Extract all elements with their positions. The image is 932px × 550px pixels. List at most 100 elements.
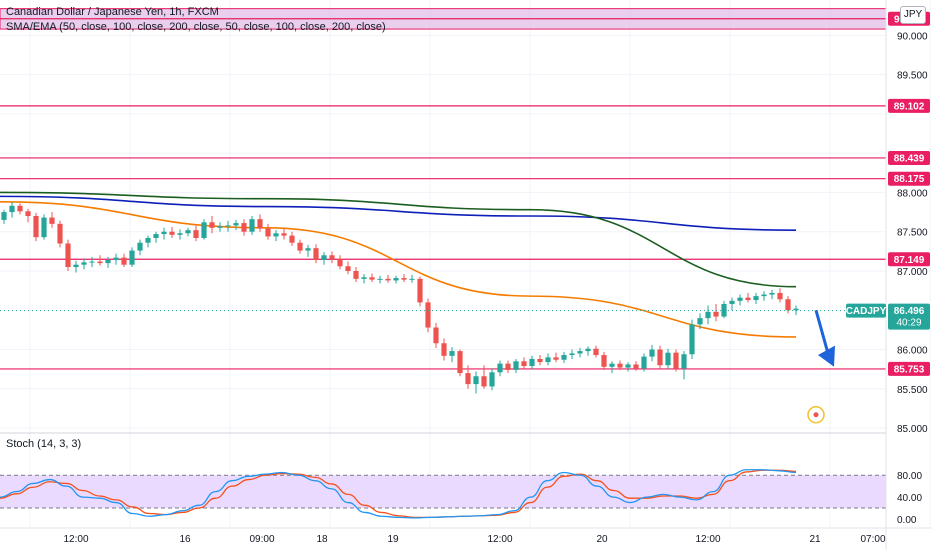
candle-body [121,257,127,265]
time-tick-label: 20 [596,534,608,545]
candle-body [673,352,679,369]
time-tick-label: 09:00 [249,534,274,545]
price-tick-label: 85.500 [897,385,928,396]
candle-body [433,327,439,344]
candle-body [609,363,615,367]
candle-body [593,348,599,356]
candle-body [273,233,279,237]
candle-body [473,376,479,385]
candle-body [137,242,143,251]
candle-body [449,351,455,356]
candle-body [753,296,759,301]
candle-body [313,248,319,260]
candle-body [577,351,583,354]
candle-body [761,294,767,297]
candle-body [617,363,623,368]
candle-body [465,373,471,385]
candle-body [489,372,495,387]
candle-body [105,259,111,264]
stoch-label: Stoch (14, 3, 3) [6,438,82,450]
candle-body [393,278,399,281]
candle-body [73,264,79,268]
candle-body [129,250,135,265]
chart-grid [0,0,931,528]
candle-body [65,243,71,268]
candle-body [545,357,551,363]
stoch-d-line [0,469,797,519]
candle-body [289,235,295,243]
stoch-k-line [0,469,797,519]
candle-body [209,222,215,228]
candle-body [641,356,647,369]
symbol-tag-label: CADJPY [846,306,887,317]
candle-body [281,233,287,236]
time-tick-label: 12:00 [487,534,512,545]
candle-body [457,351,463,374]
annotations [807,309,835,424]
candle-body [425,302,431,328]
level-tag [888,361,930,376]
time-tick-label: 16 [179,534,191,545]
level-tag-label: 89.102 [894,101,925,112]
candle-body [729,300,735,304]
sma100-line [0,191,797,288]
currency-button[interactable]: JPY [900,6,926,24]
candle-body [361,277,367,279]
candle-body [745,297,751,301]
candle-body [441,343,447,356]
candle-body [793,308,799,311]
candle-body [561,355,567,360]
candle-body [601,355,607,367]
candle-body [9,205,15,213]
candle-body [553,357,559,360]
candle-body [1,212,7,220]
time-tick-label: 21 [809,534,821,545]
candle-body [241,223,247,232]
candle-body [401,278,407,280]
candle-body [305,248,311,251]
level-tag [888,150,930,165]
candle-body [377,278,383,280]
alert-dot [813,412,819,418]
candle-body [353,270,359,279]
time-tick-label: 07:00 [860,534,885,545]
price-tick-label: 85.000 [897,424,928,435]
level-tag [888,252,930,267]
candle-body [161,231,167,235]
price-tick-label: 90.000 [897,31,928,42]
stoch-band [0,475,886,509]
candle-body [713,311,719,317]
candle-body [521,361,527,367]
level-tag-label: 87.149 [894,255,925,266]
candle-body [705,311,711,319]
candle-body [321,255,327,260]
time-tick-label: 12:00 [63,534,88,545]
candle-body [297,242,303,251]
time-tick-label: 12:00 [695,534,720,545]
candle-body [233,223,239,226]
stochastic-pane [0,432,886,519]
candle-body [41,217,47,238]
candle-body [329,255,335,260]
sma50-line [0,201,797,338]
candle-body [737,297,743,301]
candle-body [113,257,119,260]
price-tick-label: 88.000 [897,188,928,199]
candle-body [369,277,375,280]
candle-body [769,292,775,295]
candles [1,201,799,394]
candle-body [265,228,271,237]
candle-body [625,364,631,368]
candle-body [201,222,207,238]
candle-body [153,234,159,238]
price-tick-label: 87.000 [897,267,928,278]
arrow-head [818,345,835,367]
candle-body [185,230,191,234]
candle-body [193,230,199,238]
level-tag [888,171,930,186]
candle-body [633,364,639,369]
sma200-line [0,195,797,231]
candle-body [497,363,503,373]
